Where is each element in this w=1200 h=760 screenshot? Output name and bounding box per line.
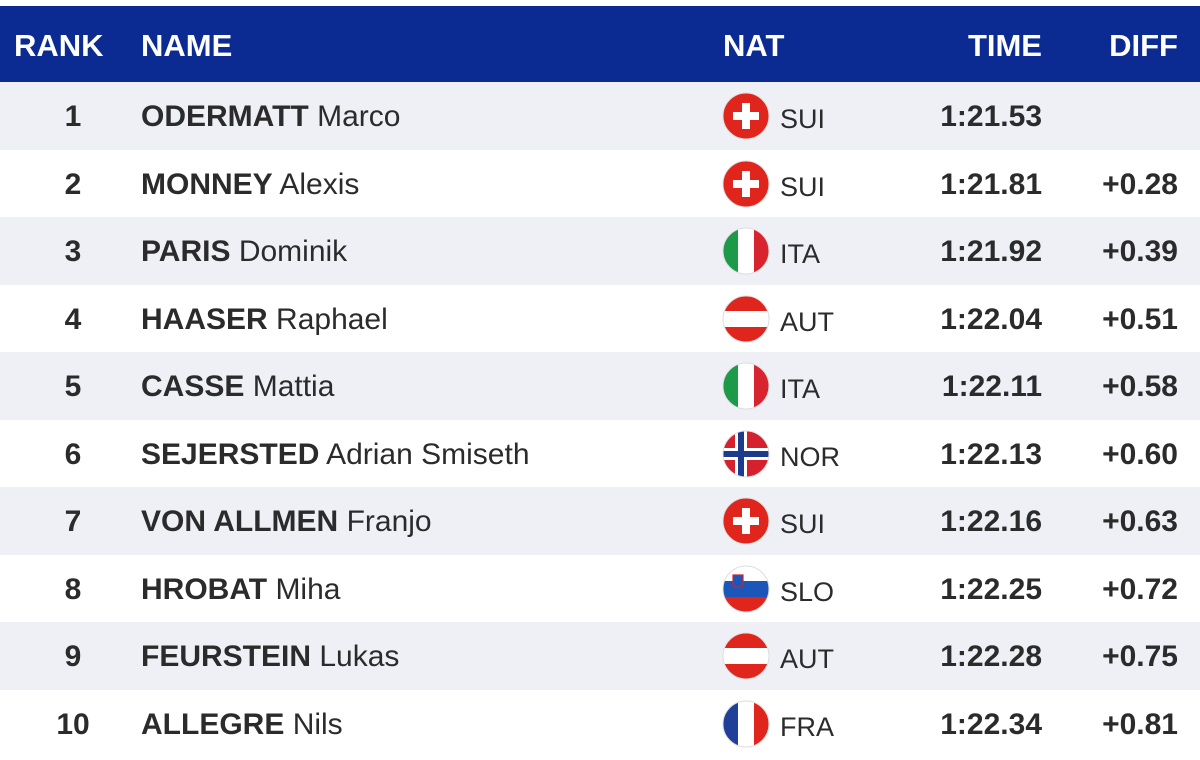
nation-code: FRA xyxy=(780,711,834,742)
flag xyxy=(722,497,770,545)
rank: 8 xyxy=(64,572,82,606)
result-row: 9 FEURSTEIN Lukas AUT 1:22.28 +0.75 xyxy=(0,622,1200,690)
first-name: Marco xyxy=(317,100,401,133)
athlete-name: MONNEY Alexis xyxy=(141,168,359,202)
surname: ODERMATT xyxy=(141,100,309,133)
first-name: Lukas xyxy=(319,640,400,673)
rank: 4 xyxy=(64,302,82,336)
time-diff: +0.72 xyxy=(1102,572,1178,606)
first-name: Adrian Smiseth xyxy=(326,437,530,471)
time: 1:21.53 xyxy=(940,100,1042,133)
first-name: Franjo xyxy=(346,505,432,538)
time: 1:21.92 xyxy=(940,235,1042,268)
table-header: RANK NAME NAT TIME DIFF xyxy=(0,6,1200,82)
nation-code: AUT xyxy=(780,306,834,337)
time-diff: +0.58 xyxy=(1102,370,1178,403)
rank: 7 xyxy=(64,505,82,538)
time: 1:22.16 xyxy=(940,505,1042,538)
nation-code: AUT xyxy=(780,644,834,674)
flag xyxy=(722,632,770,680)
header-nat: NAT xyxy=(723,28,785,63)
athlete-name: VON ALLMEN Franjo xyxy=(141,505,432,539)
result-row: 6 SEJERSTED Adrian Smiseth NOR 1:22.13 +0.60 xyxy=(0,420,1200,488)
nation-code: SLO xyxy=(780,576,835,607)
time-diff: +0.51 xyxy=(1102,302,1178,336)
flag xyxy=(722,565,770,613)
surname: SEJERSTED xyxy=(141,437,320,471)
surname: ALLEGRE xyxy=(141,707,285,741)
rank: 6 xyxy=(64,437,82,471)
result-row: 4 HAASER Raphael AUT 1:22.04 +0.51 xyxy=(0,285,1200,353)
nation-code: ITA xyxy=(780,239,820,269)
header-time: TIME xyxy=(967,28,1042,63)
nation-code: NOR xyxy=(780,441,840,472)
surname: HAASER xyxy=(141,302,268,336)
flag xyxy=(722,430,770,478)
flag xyxy=(722,92,770,140)
athlete-name: FEURSTEIN Lukas xyxy=(141,640,399,674)
time: 1:22.11 xyxy=(941,370,1042,403)
header-name: NAME xyxy=(141,28,233,63)
result-row: 2 MONNEY Alexis SUI 1:21.81 +0.28 xyxy=(0,150,1200,218)
surname: MONNEY xyxy=(141,167,273,201)
athlete-name: HROBAT Miha xyxy=(141,573,340,607)
first-name: Dominik xyxy=(238,235,348,268)
surname: PARIS xyxy=(141,235,231,268)
flag xyxy=(722,362,770,410)
rank: 3 xyxy=(64,235,82,268)
time-diff: +0.75 xyxy=(1102,640,1178,673)
time: 1:22.13 xyxy=(940,437,1042,471)
first-name: Raphael xyxy=(276,302,388,336)
result-row: 10 ALLEGRE Nils FRA 1:22.34 +0.81 xyxy=(0,690,1200,758)
surname: HROBAT xyxy=(141,572,268,606)
time-diff: +0.28 xyxy=(1102,167,1178,201)
nation-code: SUI xyxy=(780,104,826,134)
rank: 5 xyxy=(64,370,82,403)
flag xyxy=(722,295,770,343)
time: 1:22.28 xyxy=(940,640,1042,673)
time: 1:21.81 xyxy=(940,167,1042,201)
athlete-name: CASSE Mattia xyxy=(141,370,334,404)
flag xyxy=(722,227,770,275)
first-name: Mattia xyxy=(252,370,335,403)
flag xyxy=(722,160,770,208)
result-row: 5 CASSE Mattia ITA 1:22.11 +0.58 xyxy=(0,352,1200,420)
time: 1:22.25 xyxy=(940,572,1042,606)
result-row: 7 VON ALLMEN Franjo SUI 1:22.16 +0.63 xyxy=(0,487,1200,555)
surname: FEURSTEIN xyxy=(141,640,312,673)
athlete-name: PARIS Dominik xyxy=(141,235,347,269)
athlete-name: ODERMATT Marco xyxy=(141,100,400,134)
athlete-name: HAASER Raphael xyxy=(141,303,388,337)
rank: 1 xyxy=(64,100,82,133)
nation-code: ITA xyxy=(780,374,820,404)
rank: 2 xyxy=(64,167,82,201)
result-row: 8 HROBAT Miha SLO 1:22.25 +0.72 xyxy=(0,555,1200,623)
time: 1:22.04 xyxy=(940,302,1042,336)
nation-code: SUI xyxy=(780,171,826,202)
first-name: Miha xyxy=(275,572,341,606)
time-diff: +0.60 xyxy=(1102,437,1178,471)
time-diff: +0.81 xyxy=(1102,707,1178,741)
header-rank: RANK xyxy=(14,28,104,63)
nation-code: SUI xyxy=(780,509,826,539)
rank: 10 xyxy=(56,707,90,741)
result-row: 1 ODERMATT Marco SUI 1:21.53 xyxy=(0,82,1200,150)
time: 1:22.34 xyxy=(940,707,1042,741)
athlete-name: ALLEGRE Nils xyxy=(141,708,343,742)
header-diff: DIFF xyxy=(1109,28,1178,63)
time-diff: +0.63 xyxy=(1102,505,1178,538)
athlete-name: SEJERSTED Adrian Smiseth xyxy=(141,438,530,472)
surname: VON ALLMEN xyxy=(141,505,339,538)
flag xyxy=(722,700,770,748)
first-name: Nils xyxy=(292,707,343,741)
time-diff: +0.39 xyxy=(1102,235,1178,268)
result-row: 3 PARIS Dominik ITA 1:21.92 +0.39 xyxy=(0,217,1200,285)
surname: CASSE xyxy=(141,370,245,403)
rank: 9 xyxy=(64,640,82,673)
first-name: Alexis xyxy=(279,167,360,201)
